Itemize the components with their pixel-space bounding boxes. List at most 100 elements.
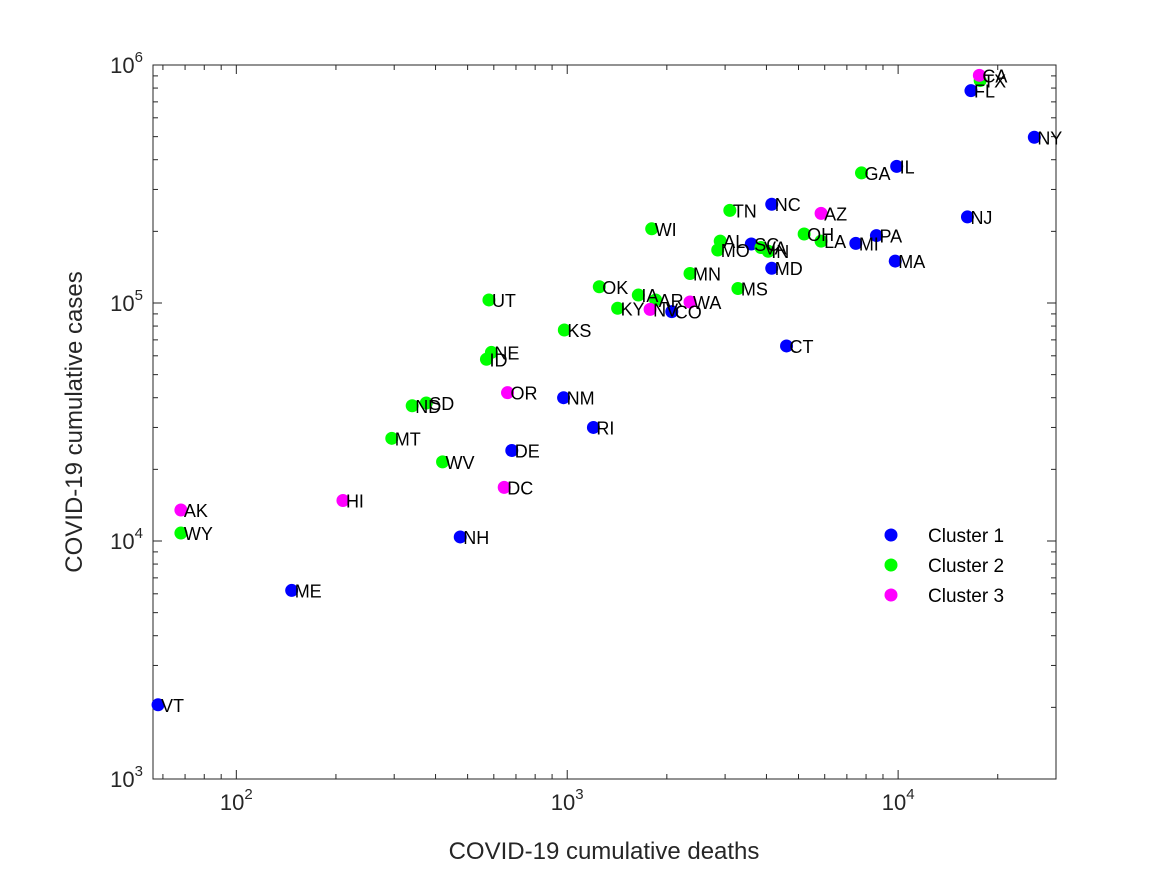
data-point (631, 288, 645, 302)
legend-entry-label: Cluster 3 (928, 586, 1004, 607)
data-point (151, 698, 165, 712)
data-point (174, 526, 188, 540)
data-point (557, 391, 571, 405)
data-point (649, 293, 663, 307)
legend: Cluster 1 Cluster 2 Cluster 3 (884, 526, 1004, 607)
data-point (960, 210, 974, 224)
legend-entry-label: Cluster 1 (928, 526, 1004, 547)
data-point (972, 68, 986, 82)
data-point (586, 420, 600, 434)
point-label: WI (655, 220, 677, 240)
point-label: ME (295, 581, 322, 601)
point-label: NJ (970, 208, 992, 228)
data-point (385, 431, 399, 445)
legend-marker (884, 558, 898, 572)
y-tick-label: 103 (110, 763, 143, 792)
data-point (797, 227, 811, 241)
y-tick-label: 105 (110, 287, 143, 316)
point-label: MA (898, 252, 925, 272)
point-label: VT (161, 696, 184, 716)
data-point (484, 345, 498, 359)
data-point (285, 583, 299, 597)
point-label: AZ (824, 204, 847, 224)
point-label: IL (900, 157, 915, 177)
point-label: MS (741, 280, 768, 300)
point-label: VA (764, 239, 787, 259)
x-tick-label: 104 (882, 786, 915, 815)
data-point (592, 280, 606, 294)
point-label: NH (463, 528, 489, 548)
point-label: TX (983, 72, 1006, 92)
point-label: WY (184, 524, 213, 544)
x-axis-label: COVID-19 cumulative deaths (449, 838, 760, 865)
point-label: ID (489, 350, 507, 370)
data-point (683, 267, 697, 281)
data-point (780, 339, 794, 353)
point-label: DE (515, 442, 540, 462)
x-tick-label: 102 (220, 786, 253, 815)
point-label: NY (1037, 128, 1062, 148)
y-tick-label: 106 (110, 49, 143, 78)
data-point (849, 236, 863, 250)
point-label: WA (693, 293, 721, 313)
point-label: TN (733, 201, 757, 221)
point-label: AR (659, 291, 684, 311)
point-label: IN (771, 242, 789, 262)
point-label: ND (415, 397, 441, 417)
data-point (765, 261, 779, 275)
point-label: AL (723, 232, 745, 252)
point-label: CA (982, 66, 1007, 86)
point-label: NM (567, 389, 595, 409)
data-point (683, 295, 697, 309)
data-point (174, 503, 188, 517)
data-point (854, 166, 868, 180)
data-point (711, 243, 725, 257)
data-point (1027, 130, 1041, 144)
point-label: KS (567, 321, 591, 341)
point-label: KY (621, 299, 645, 319)
data-point (436, 455, 450, 469)
y-tick-label: 104 (110, 525, 143, 554)
data-point (665, 305, 679, 319)
data-point (765, 197, 779, 211)
data-point (731, 282, 745, 296)
point-label: OR (511, 384, 538, 404)
data-points (151, 68, 1041, 712)
data-point (643, 302, 657, 316)
plot-area (152, 64, 1057, 780)
point-label: OH (807, 225, 834, 245)
point-label: MN (693, 265, 721, 285)
data-point (419, 396, 433, 410)
data-point (964, 84, 978, 98)
point-label: OK (602, 278, 628, 298)
data-point (645, 222, 659, 236)
point-label: DC (507, 478, 533, 498)
point-label: FL (974, 82, 995, 102)
point-label: CO (675, 303, 702, 323)
data-point (611, 301, 625, 315)
point-label: MI (859, 234, 879, 254)
data-point (453, 530, 467, 544)
point-label: CT (790, 337, 814, 357)
point-label: RI (596, 418, 614, 438)
point-label: NC (775, 195, 801, 215)
point-label: MT (395, 429, 421, 449)
data-point (888, 254, 902, 268)
data-point (336, 493, 350, 507)
legend-box (873, 519, 1033, 615)
point-label: WV (446, 453, 475, 473)
data-point (501, 386, 515, 400)
data-point (890, 159, 904, 173)
point-label: NV (653, 300, 678, 320)
data-point (723, 203, 737, 217)
data-point (869, 229, 883, 243)
point-label: GA (864, 164, 890, 184)
data-point (557, 323, 571, 337)
point-label: AK (184, 501, 208, 521)
y-axis-label: COVID-19 cumulative cases (61, 271, 88, 572)
axis-ticks: 102 103 104 103 104 105 106 (110, 49, 1057, 815)
data-point (505, 444, 519, 458)
point-label: IA (641, 286, 658, 306)
data-point (761, 244, 775, 258)
